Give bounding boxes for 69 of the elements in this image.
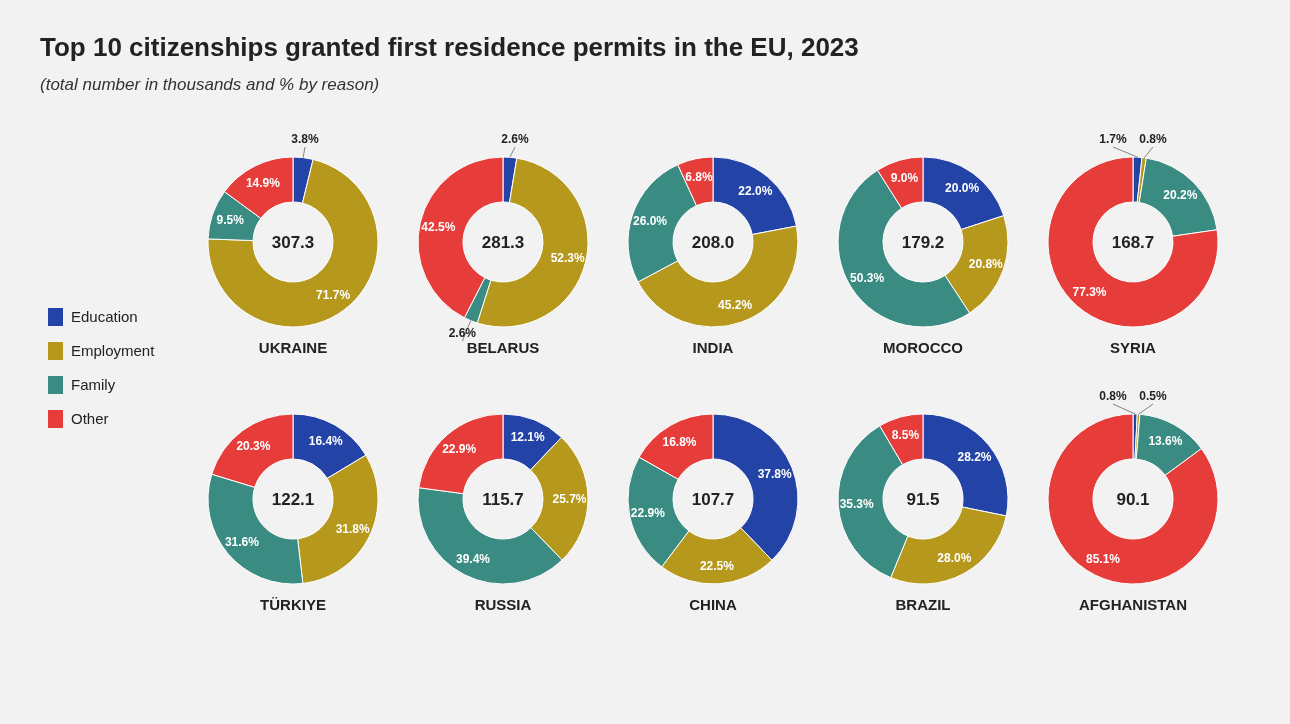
data-label: 2.6% bbox=[448, 326, 477, 341]
text: 107.7 bbox=[691, 489, 735, 509]
data-label: 42.5% bbox=[421, 219, 456, 234]
data-label: 6.8% bbox=[685, 170, 713, 185]
data-label: 25.7% bbox=[552, 491, 587, 506]
text: 281.3 bbox=[481, 232, 525, 252]
text: Top 10 citizenships granted first residence permits in the EU, 2023 bbox=[40, 32, 859, 62]
text: AFGHANISTAN bbox=[1078, 596, 1188, 613]
data-label: 35.3% bbox=[839, 497, 875, 511]
text: BRAZIL bbox=[895, 596, 951, 613]
data-label: 9.5% bbox=[216, 213, 245, 228]
legend-label: Employment bbox=[71, 342, 156, 360]
data-label: 9.0% bbox=[890, 171, 919, 186]
text: 179.2 bbox=[901, 232, 945, 252]
data-label: 16.4% bbox=[308, 434, 344, 449]
legend-label: Other bbox=[71, 410, 109, 428]
data-label: 28.2% bbox=[957, 450, 992, 465]
donut-slice bbox=[207, 158, 379, 328]
legend-label: Education bbox=[71, 308, 138, 326]
text: SYRIA bbox=[1110, 339, 1157, 356]
text: 90.1 bbox=[1116, 489, 1150, 509]
legend-label: Family bbox=[71, 376, 116, 394]
data-label: 26.0% bbox=[633, 213, 668, 228]
data-label: 28.0% bbox=[937, 550, 972, 565]
data-label: 20.3% bbox=[236, 438, 271, 453]
text: UKRAINE bbox=[258, 339, 328, 356]
data-label: 22.5% bbox=[699, 558, 735, 573]
data-label: 13.6% bbox=[1148, 434, 1183, 449]
data-label: 45.2% bbox=[718, 297, 753, 312]
data-label: 14.9% bbox=[245, 175, 281, 190]
data-label: 22.9% bbox=[442, 442, 477, 457]
data-label: 22.9% bbox=[630, 505, 666, 520]
data-label: 31.6% bbox=[224, 534, 260, 549]
data-label: 0.8% bbox=[1099, 389, 1127, 403]
data-label: 52.3% bbox=[550, 250, 585, 265]
data-label: 71.7% bbox=[316, 288, 351, 303]
data-label: 20.0% bbox=[945, 181, 980, 196]
data-label: 50.3% bbox=[850, 271, 885, 286]
donut-slice bbox=[1047, 156, 1219, 328]
data-label: 39.4% bbox=[456, 551, 491, 566]
data-label: 1.7% bbox=[1099, 132, 1127, 146]
data-label: 0.8% bbox=[1139, 132, 1167, 146]
donut-slice bbox=[1047, 413, 1219, 585]
data-label: 0.5% bbox=[1139, 389, 1167, 403]
data-label: 77.3% bbox=[1072, 285, 1107, 300]
data-label: 20.8% bbox=[968, 257, 1004, 272]
text: MOROCCO bbox=[883, 339, 964, 356]
data-label: 37.8% bbox=[757, 467, 793, 482]
data-label: 12.1% bbox=[510, 430, 545, 445]
text: CHINA bbox=[689, 596, 737, 613]
data-label: 20.2% bbox=[1163, 188, 1198, 203]
text: 122.1 bbox=[271, 489, 315, 509]
data-label: 85.1% bbox=[1085, 551, 1121, 566]
text: INDIA bbox=[692, 339, 734, 356]
data-label: 22.0% bbox=[738, 183, 773, 198]
text: TÜRKIYE bbox=[260, 596, 326, 613]
text: 168.7 bbox=[1111, 232, 1155, 252]
text: (total number in thousands and % by reason) bbox=[40, 75, 380, 94]
text: BELARUS bbox=[466, 339, 540, 356]
text: 208.0 bbox=[691, 232, 735, 252]
data-label: 2.6% bbox=[501, 132, 529, 146]
data-label: 3.8% bbox=[291, 132, 319, 146]
text: 307.3 bbox=[271, 232, 315, 252]
text: RUSSIA bbox=[474, 596, 532, 613]
data-label: 31.8% bbox=[335, 521, 371, 536]
text: 115.7 bbox=[482, 489, 524, 509]
text: 91.5 bbox=[906, 489, 940, 509]
data-label: 16.8% bbox=[662, 434, 697, 449]
data-label: 8.5% bbox=[891, 428, 920, 443]
